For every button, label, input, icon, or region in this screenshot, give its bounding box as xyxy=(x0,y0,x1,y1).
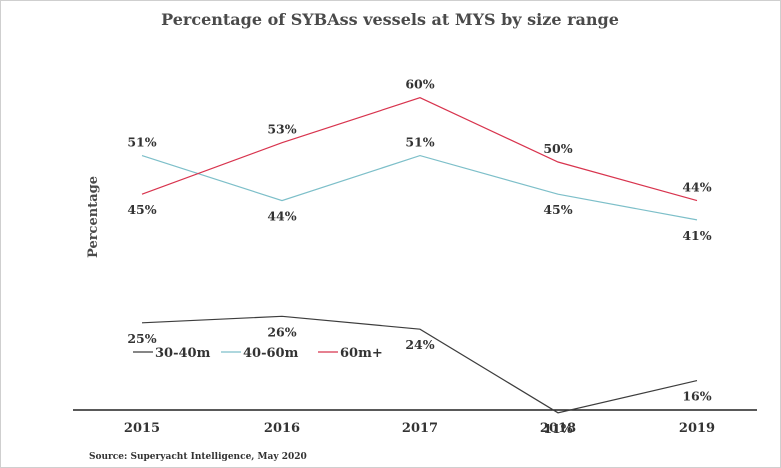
source-note: Source: Superyacht Intelligence, May 202… xyxy=(89,452,307,462)
data-label: 11% xyxy=(543,421,572,436)
chart-title: Percentage of SYBAss vessels at MYS by s… xyxy=(161,10,619,29)
data-label: 16% xyxy=(682,389,711,404)
x-tick-label: 2019 xyxy=(679,421,715,436)
x-tick-label: 2018 xyxy=(540,421,576,436)
x-ticks-layer: 2015 2016 2017 2018 2019 xyxy=(124,421,715,436)
y-axis-label: Percentage xyxy=(86,176,101,258)
data-label: 25% xyxy=(127,331,156,346)
data-label: 53% xyxy=(267,122,296,137)
data-label: 50% xyxy=(543,141,572,156)
legend: 30-40m 40-60m 60m+ xyxy=(133,346,383,361)
data-label: 45% xyxy=(127,202,156,217)
data-label: 41% xyxy=(682,228,711,243)
series-line-40-60m xyxy=(141,154,698,221)
data-label: 51% xyxy=(127,135,156,150)
series-layer xyxy=(141,97,698,414)
data-label: 24% xyxy=(405,337,434,352)
data-label: 60% xyxy=(405,77,434,92)
legend-label: 60m+ xyxy=(340,346,383,361)
legend-label: 30-40m xyxy=(155,346,211,361)
data-label: 45% xyxy=(543,202,572,217)
x-tick-label: 2015 xyxy=(124,421,160,436)
legend-label: 40-60m xyxy=(243,346,299,361)
data-label: 26% xyxy=(267,324,296,339)
data-label: 51% xyxy=(405,135,434,150)
x-tick-label: 2017 xyxy=(402,421,438,436)
data-label: 44% xyxy=(267,209,296,224)
series-line-30-40m xyxy=(141,315,698,414)
data-label: 44% xyxy=(682,180,711,195)
data-labels-layer: 25% 26% 24% 11% 16% 51% 44% 51% 45% 41% 45% 53% 60% 5… xyxy=(127,77,711,436)
series-line-60m- xyxy=(141,97,698,202)
x-tick-label: 2016 xyxy=(264,421,300,436)
